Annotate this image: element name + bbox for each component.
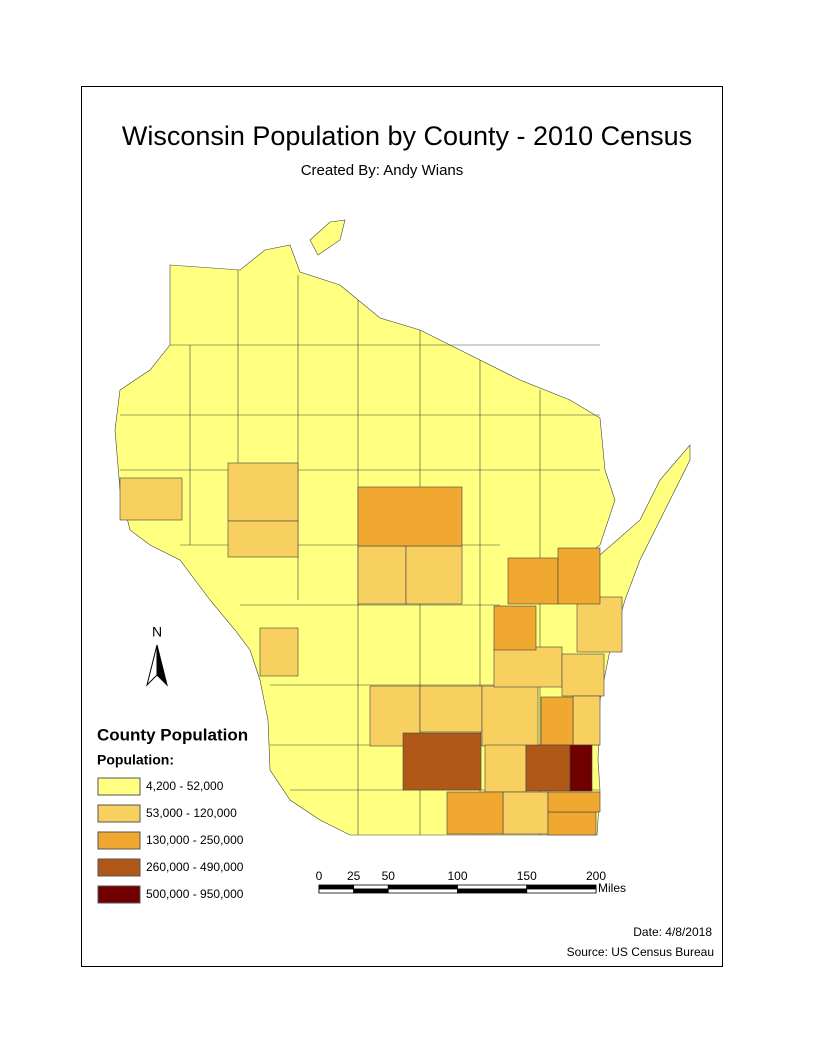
scale-segment (457, 884, 528, 890)
date: Date: 4/8/2018 (633, 925, 712, 939)
legend-subtitle: Population: (97, 752, 174, 768)
title: Wisconsin Population by County - 2010 Ce… (122, 121, 692, 151)
county (557, 547, 601, 605)
county (547, 811, 597, 836)
scale-segment (387, 888, 458, 894)
county (547, 791, 601, 813)
county (572, 695, 601, 746)
county (227, 462, 299, 522)
legend-swatch (97, 831, 141, 850)
legend-swatch (97, 804, 141, 823)
scale-tick-label: 25 (347, 869, 361, 883)
arrow-right (156, 644, 168, 687)
islands (309, 219, 346, 256)
county (540, 696, 574, 746)
scale-segment (526, 884, 597, 890)
legend-swatch (97, 885, 141, 904)
county (402, 732, 482, 791)
county (576, 596, 623, 653)
legend-label: 500,000 - 950,000 (146, 887, 244, 901)
legend-label: 53,000 - 120,000 (146, 806, 237, 820)
legend-title: County Population (97, 725, 248, 744)
north-arrow: N (146, 624, 168, 687)
scale-tick-label: 100 (447, 869, 467, 883)
scale-tick-label: 150 (517, 869, 537, 883)
county (259, 627, 299, 677)
county (446, 791, 504, 835)
county (227, 520, 299, 558)
legend-swatch (97, 777, 141, 796)
county (507, 557, 559, 605)
county (357, 486, 463, 547)
scale-segment (353, 888, 389, 894)
scale-segment (387, 884, 458, 890)
county (481, 685, 539, 747)
scale-tick-label: 0 (316, 869, 323, 883)
scale-segment (318, 884, 355, 890)
frame (81, 86, 723, 967)
legend-label: 130,000 - 250,000 (146, 833, 244, 847)
scale-segment (353, 884, 389, 890)
scale-unit: Miles (598, 881, 626, 895)
legend-swatch (97, 858, 141, 877)
county (119, 477, 183, 521)
legend: 4,200 - 52,000 53,000 - 120,000 130,000 - … (97, 777, 244, 904)
scale-tick-label: 50 (382, 869, 396, 883)
county (484, 744, 527, 793)
scale-tick-label: 200 (586, 869, 606, 883)
county (493, 605, 537, 651)
county (419, 685, 483, 733)
county (493, 646, 563, 688)
subtitle: Created By: Andy Wians (301, 162, 464, 179)
scale-segment (526, 888, 597, 894)
legend-label: 4,200 - 52,000 (146, 779, 224, 793)
legend-label: 260,000 - 490,000 (146, 860, 244, 874)
scale-segment (457, 888, 528, 894)
state-map (114, 219, 691, 836)
county (561, 653, 605, 697)
county (405, 545, 463, 605)
scale-segment (318, 888, 355, 894)
north-label: N (152, 624, 162, 640)
arrow-left (146, 644, 158, 687)
source: Source: US Census Bureau (567, 945, 714, 959)
county (569, 744, 593, 792)
county (502, 791, 549, 835)
county (525, 744, 571, 792)
county (357, 545, 407, 605)
